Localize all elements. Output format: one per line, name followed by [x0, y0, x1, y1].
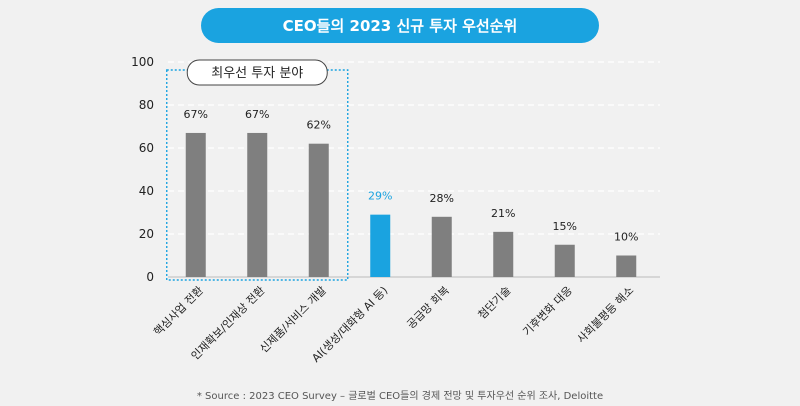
data-label: 67%	[184, 108, 208, 121]
bar	[308, 143, 329, 277]
bar	[370, 214, 391, 277]
x-tick-label: 공급망 회복	[404, 284, 451, 331]
x-tick-label: 사회불평등 해소	[574, 283, 636, 345]
data-label: 10%	[614, 231, 638, 244]
bar	[493, 231, 514, 277]
y-tick-label: 0	[146, 270, 154, 284]
bar	[247, 132, 268, 277]
highlight-label-pill	[186, 59, 328, 86]
highlight-box	[166, 69, 349, 281]
source-note: * Source : 2023 CEO Survey – 글로벌 CEO들의 경…	[196, 391, 604, 402]
bar	[431, 216, 452, 277]
y-tick-label: 100	[131, 55, 154, 69]
bar	[616, 255, 637, 277]
y-tick-label: 80	[139, 98, 154, 112]
y-tick-label: 60	[139, 141, 154, 155]
data-label: 28%	[430, 192, 454, 205]
data-label: 15%	[553, 220, 577, 233]
data-label: 67%	[245, 108, 269, 121]
chart-title: CEO들의 2023 신규 투자 우선순위	[201, 8, 599, 43]
x-tick-label: 신제품/서비스 개발	[257, 284, 329, 356]
data-label: 29%	[368, 190, 392, 203]
data-label: 62%	[307, 119, 331, 132]
y-tick-label: 40	[139, 184, 154, 198]
data-label: 21%	[491, 207, 515, 220]
y-tick-label: 20	[139, 227, 154, 241]
bar	[185, 132, 206, 277]
highlight-label: 최우선 투자 분야	[211, 66, 303, 81]
x-tick-label: 기후변화 대응	[520, 284, 575, 339]
x-tick-label: 첨단기술	[476, 284, 514, 322]
bar	[554, 244, 575, 277]
x-tick-label: 핵심사업 전환	[151, 284, 206, 339]
